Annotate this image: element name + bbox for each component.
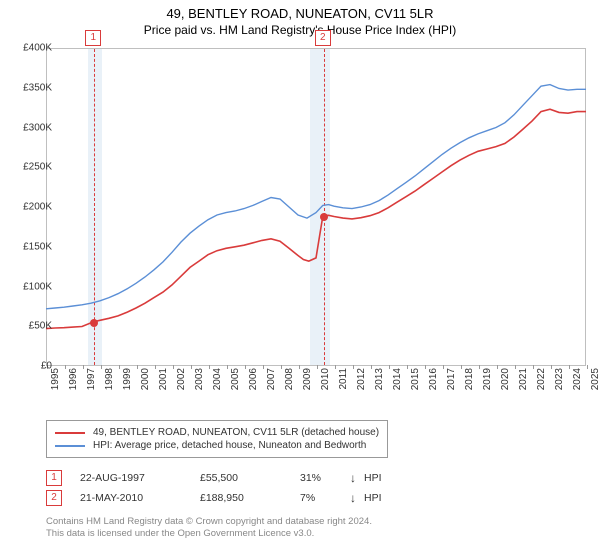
x-axis-label: 2000	[140, 368, 151, 398]
sale-index-box: 1	[46, 470, 62, 486]
legend-item: 49, BENTLEY ROAD, NUNEATON, CV11 5LR (de…	[55, 427, 379, 438]
x-axis-label: 1997	[86, 368, 97, 398]
sale-hpi-suffix: HPI	[364, 492, 382, 504]
sale-price: £55,500	[200, 472, 300, 484]
x-axis-label: 2024	[572, 368, 583, 398]
y-axis-label: £200K	[2, 202, 52, 213]
sale-hpi-suffix: HPI	[364, 472, 382, 484]
y-axis-label: £0	[2, 361, 52, 372]
x-axis-label: 1996	[68, 368, 79, 398]
x-axis-label: 2018	[464, 368, 475, 398]
series-price_paid	[46, 109, 586, 328]
x-axis-label: 2007	[266, 368, 277, 398]
x-axis-label: 2005	[230, 368, 241, 398]
x-axis-label: 2004	[212, 368, 223, 398]
sales-table: 1 22-AUG-1997 £55,500 31% ↓ HPI 2 21-MAY…	[46, 466, 382, 510]
footer-line: Contains HM Land Registry data © Crown c…	[46, 516, 372, 528]
x-axis-label: 2022	[536, 368, 547, 398]
chart-marker-box: 2	[315, 30, 331, 46]
legend-label: HPI: Average price, detached house, Nune…	[93, 440, 366, 451]
x-axis-label: 1999	[122, 368, 133, 398]
chart-marker-box: 1	[85, 30, 101, 46]
x-axis-label: 2025	[590, 368, 600, 398]
x-axis-label: 2016	[428, 368, 439, 398]
sale-date: 22-AUG-1997	[80, 472, 200, 484]
x-axis-label: 1995	[50, 368, 61, 398]
x-axis-label: 2019	[482, 368, 493, 398]
legend-swatch-price	[55, 432, 85, 434]
legend-label: 49, BENTLEY ROAD, NUNEATON, CV11 5LR (de…	[93, 427, 379, 438]
x-axis-label: 2006	[248, 368, 259, 398]
x-axis-label: 2002	[176, 368, 187, 398]
x-axis-label: 2010	[320, 368, 331, 398]
x-axis-label: 2014	[392, 368, 403, 398]
sales-row: 2 21-MAY-2010 £188,950 7% ↓ HPI	[46, 490, 382, 506]
x-axis-label: 2017	[446, 368, 457, 398]
y-axis-label: £400K	[2, 43, 52, 54]
sale-date: 21-MAY-2010	[80, 492, 200, 504]
x-axis-label: 1998	[104, 368, 115, 398]
y-axis-label: £150K	[2, 241, 52, 252]
footer-line: This data is licensed under the Open Gov…	[46, 528, 372, 540]
y-axis-label: £250K	[2, 162, 52, 173]
x-axis-label: 2011	[338, 368, 349, 398]
x-axis-label: 2013	[374, 368, 385, 398]
x-axis-label: 2015	[410, 368, 421, 398]
down-arrow-icon: ↓	[350, 491, 364, 505]
y-axis-label: £100K	[2, 281, 52, 292]
chart-title-address: 49, BENTLEY ROAD, NUNEATON, CV11 5LR	[0, 6, 600, 21]
x-axis-label: 2020	[500, 368, 511, 398]
x-axis-label: 2023	[554, 368, 565, 398]
legend-swatch-hpi	[55, 445, 85, 447]
x-axis-label: 2021	[518, 368, 529, 398]
y-axis-label: £300K	[2, 122, 52, 133]
footer-attribution: Contains HM Land Registry data © Crown c…	[46, 516, 372, 541]
x-axis-label: 2001	[158, 368, 169, 398]
sale-pct: 7%	[300, 492, 350, 504]
sale-index-box: 2	[46, 490, 62, 506]
y-axis-label: £350K	[2, 82, 52, 93]
legend-item: HPI: Average price, detached house, Nune…	[55, 440, 379, 451]
sale-price: £188,950	[200, 492, 300, 504]
x-axis-label: 2012	[356, 368, 367, 398]
sale-pct: 31%	[300, 472, 350, 484]
sales-row: 1 22-AUG-1997 £55,500 31% ↓ HPI	[46, 470, 382, 486]
x-axis-label: 2009	[302, 368, 313, 398]
down-arrow-icon: ↓	[350, 471, 364, 485]
chart-lines	[46, 48, 586, 366]
chart-plot	[46, 48, 586, 366]
legend-box: 49, BENTLEY ROAD, NUNEATON, CV11 5LR (de…	[46, 420, 388, 458]
x-axis-label: 2003	[194, 368, 205, 398]
x-axis-label: 2008	[284, 368, 295, 398]
y-axis-label: £50K	[2, 321, 52, 332]
series-hpi	[46, 85, 586, 309]
